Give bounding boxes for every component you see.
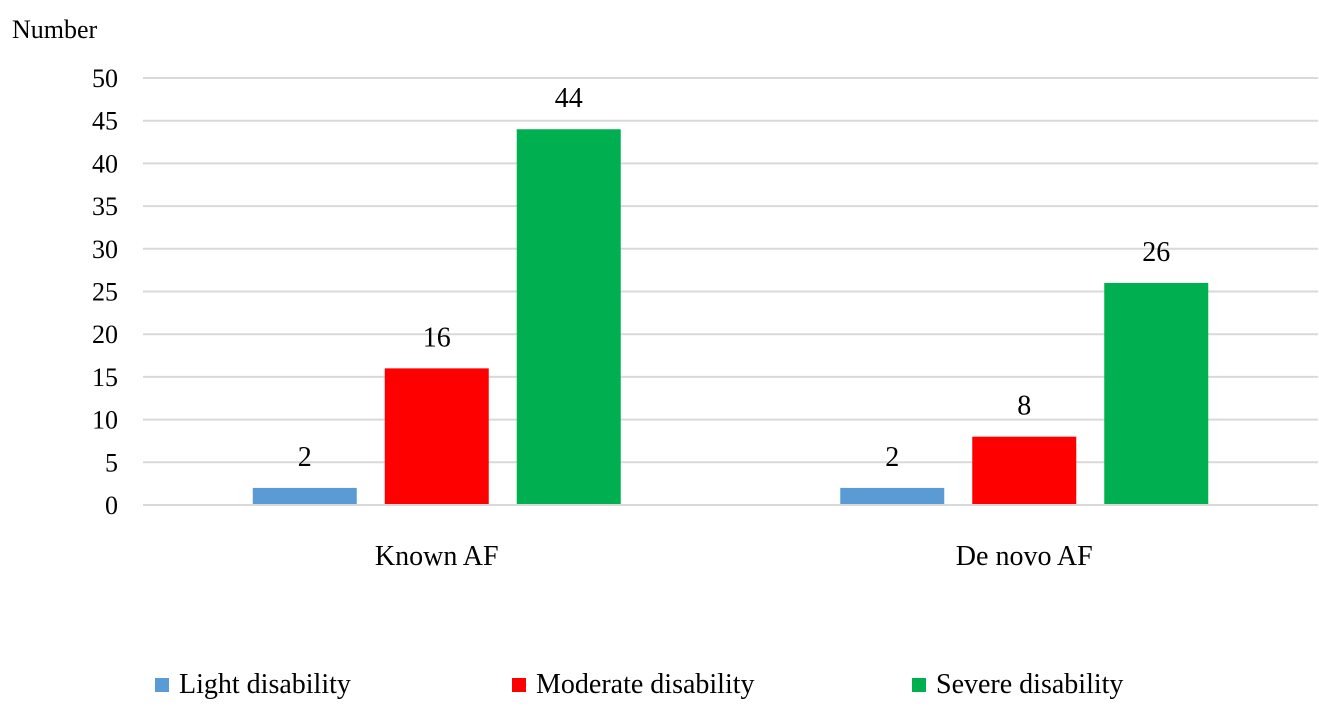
data-label: 8 — [1017, 391, 1031, 422]
legend-swatch — [512, 678, 526, 692]
y-tick-label: 35 — [92, 192, 118, 221]
y-tick-label: 20 — [92, 320, 118, 349]
y-tick-label: 25 — [92, 278, 118, 307]
x-category-label: De novo AF — [956, 541, 1093, 572]
legend-swatch — [912, 678, 926, 692]
bar — [1104, 282, 1209, 505]
data-label: 44 — [555, 83, 583, 114]
y-tick-label: 50 — [92, 64, 118, 93]
data-labels: 2 16 44 2 8 26 — [298, 83, 1171, 473]
grid-lines — [143, 77, 1318, 464]
y-axis-ticks: 0 5 10 15 20 25 30 35 40 45 50 — [92, 64, 118, 520]
bar — [384, 368, 489, 505]
legend-label: Light disability — [179, 669, 351, 700]
y-tick-label: 30 — [92, 235, 118, 264]
y-tick-label: 10 — [92, 406, 118, 435]
data-label: 2 — [885, 442, 899, 473]
bar — [516, 129, 621, 506]
y-tick-label: 0 — [105, 491, 118, 520]
bar — [840, 487, 945, 505]
legend-label: Moderate disability — [536, 669, 755, 700]
data-label: 2 — [298, 442, 312, 473]
legend-label: Severe disability — [936, 669, 1123, 700]
y-tick-label: 5 — [105, 448, 118, 477]
y-tick-label: 45 — [92, 107, 118, 136]
bar — [252, 487, 357, 505]
legend: Light disability Moderate disability Sever… — [155, 669, 1123, 700]
data-label: 26 — [1142, 237, 1170, 268]
y-tick-label: 15 — [92, 363, 118, 392]
data-label: 16 — [423, 322, 451, 353]
y-tick-label: 40 — [92, 149, 118, 178]
bars — [252, 129, 1209, 506]
y-axis-title: Number — [12, 15, 98, 44]
x-category-label: Known AF — [375, 541, 499, 572]
legend-swatch — [155, 678, 169, 692]
x-axis-categories: Known AF De novo AF — [375, 541, 1093, 572]
bar — [972, 436, 1077, 505]
